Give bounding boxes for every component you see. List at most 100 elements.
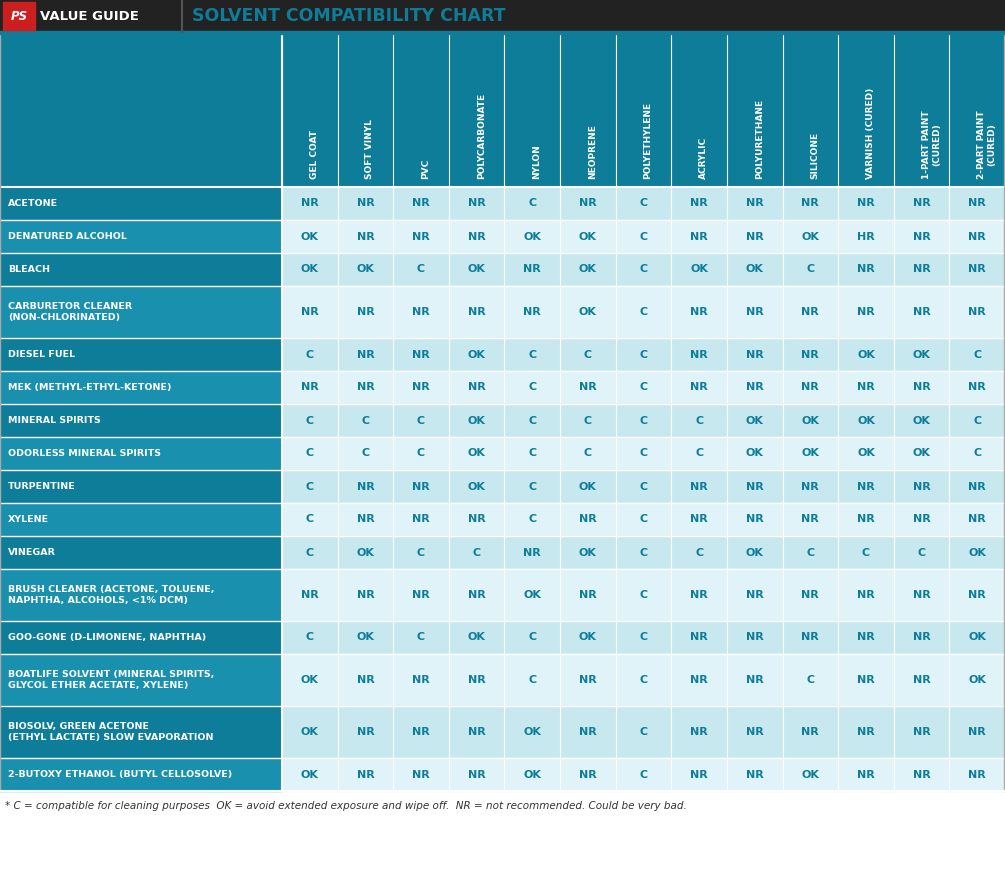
Text: POLYURETHANE: POLYURETHANE	[755, 99, 764, 179]
Text: C: C	[973, 349, 981, 360]
Bar	[616, 470, 671, 503]
Text: C: C	[472, 547, 480, 558]
Text: MINERAL SPIRITS: MINERAL SPIRITS	[8, 416, 100, 425]
Text: NR: NR	[968, 307, 986, 317]
Bar	[727, 437, 783, 470]
Bar	[671, 706, 727, 758]
Bar	[505, 286, 560, 338]
Text: NR: NR	[524, 307, 541, 317]
Bar	[282, 253, 338, 286]
Text: C: C	[306, 448, 314, 459]
Bar	[449, 503, 505, 536]
Bar	[338, 536, 393, 569]
Text: NR: NR	[412, 382, 430, 393]
Bar	[616, 569, 671, 621]
Text: NR: NR	[579, 770, 597, 779]
Text: NR: NR	[412, 590, 430, 600]
Text: NR: NR	[913, 231, 931, 242]
Bar	[393, 437, 449, 470]
Bar	[727, 569, 783, 621]
Text: NR: NR	[579, 675, 597, 685]
Text: OK: OK	[300, 770, 319, 779]
Text: NR: NR	[524, 547, 541, 558]
Text: C: C	[639, 675, 647, 685]
Text: NR: NR	[801, 633, 819, 642]
Text: C: C	[639, 382, 647, 393]
Bar	[671, 503, 727, 536]
Text: NR: NR	[968, 264, 986, 275]
Bar	[560, 536, 616, 569]
Bar	[505, 654, 560, 706]
Text: C: C	[918, 547, 926, 558]
Bar	[783, 758, 838, 791]
Text: NR: NR	[467, 675, 485, 685]
Bar	[727, 706, 783, 758]
Bar	[950, 706, 1005, 758]
Bar	[893, 654, 950, 706]
Text: OK: OK	[801, 415, 819, 426]
Text: NR: NR	[913, 481, 931, 492]
Bar	[727, 371, 783, 404]
Bar	[282, 187, 338, 220]
Bar	[282, 654, 338, 706]
Bar	[282, 371, 338, 404]
Bar	[0, 253, 282, 286]
Text: C: C	[639, 590, 647, 600]
Text: NR: NR	[357, 590, 374, 600]
Text: NR: NR	[412, 727, 430, 737]
Bar	[338, 470, 393, 503]
Text: NR: NR	[579, 514, 597, 525]
Text: OK: OK	[968, 633, 986, 642]
Bar	[783, 404, 838, 437]
Text: DENATURED ALCOHOL: DENATURED ALCOHOL	[8, 232, 127, 241]
Bar	[3, 2, 35, 30]
Bar	[727, 187, 783, 220]
Bar	[838, 569, 893, 621]
Bar	[560, 286, 616, 338]
Text: C: C	[806, 547, 814, 558]
Text: NR: NR	[357, 481, 374, 492]
Bar	[616, 187, 671, 220]
Bar	[338, 437, 393, 470]
Text: OK: OK	[524, 770, 542, 779]
Text: NR: NR	[467, 231, 485, 242]
Text: C: C	[639, 727, 647, 737]
Bar	[950, 536, 1005, 569]
Bar	[282, 706, 338, 758]
Text: NR: NR	[913, 675, 931, 685]
Bar	[727, 758, 783, 791]
Text: NR: NR	[968, 514, 986, 525]
Text: BIOSOLV, GREEN ACETONE
(ETHYL LACTATE) SLOW EVAPORATION: BIOSOLV, GREEN ACETONE (ETHYL LACTATE) S…	[8, 722, 213, 742]
Bar	[838, 187, 893, 220]
Bar	[505, 569, 560, 621]
Text: NR: NR	[690, 307, 708, 317]
Text: NR: NR	[300, 590, 319, 600]
Text: NYLON: NYLON	[533, 144, 542, 179]
Text: NR: NR	[467, 727, 485, 737]
Bar	[560, 569, 616, 621]
Text: OK: OK	[913, 415, 931, 426]
Bar	[282, 404, 338, 437]
Text: NR: NR	[913, 514, 931, 525]
Text: C: C	[529, 514, 537, 525]
Text: VINEGAR: VINEGAR	[8, 548, 56, 557]
Text: C: C	[973, 415, 981, 426]
Text: C: C	[639, 448, 647, 459]
Text: XYLENE: XYLENE	[8, 515, 49, 524]
Bar	[560, 253, 616, 286]
Bar	[560, 758, 616, 791]
Bar	[893, 253, 950, 286]
Bar	[671, 286, 727, 338]
Bar	[338, 187, 393, 220]
Text: C: C	[417, 547, 425, 558]
Text: NR: NR	[690, 675, 708, 685]
Text: OK: OK	[579, 481, 597, 492]
Text: OK: OK	[801, 448, 819, 459]
Text: C: C	[695, 448, 703, 459]
Text: NR: NR	[579, 727, 597, 737]
Text: C: C	[806, 675, 814, 685]
Text: NR: NR	[412, 675, 430, 685]
Bar	[893, 758, 950, 791]
Bar	[727, 470, 783, 503]
Bar	[560, 706, 616, 758]
